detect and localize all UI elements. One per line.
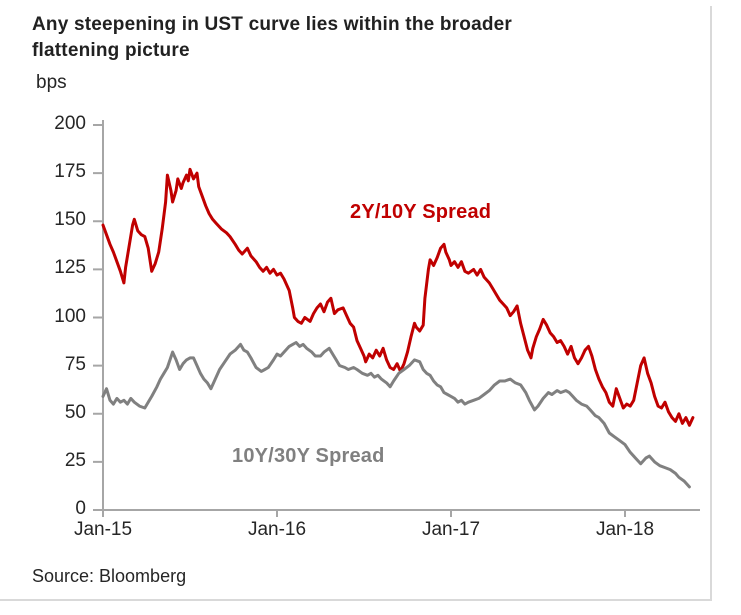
x-axis-tick-label: Jan-15 [73,519,133,540]
y-axis-tick-label: 125 [54,257,86,279]
series-line-10y30y-spread [101,341,691,489]
y-axis-tick-label: 200 [54,113,86,134]
chart-title-line2: flattening picture [32,40,190,61]
source-attribution: Source: Bloomberg [32,566,187,586]
x-axis-tick-label: Jan-16 [247,519,307,540]
y-axis-unit-label: bps [36,72,67,93]
y-axis-tick-label: 25 [64,449,86,471]
frame-border-bottom [0,599,712,601]
chart-title-line1: Any steepening in UST curve lies within … [32,14,513,35]
y-axis-tick-label: 150 [54,209,86,231]
x-axis-tick-label: Jan-18 [595,519,655,540]
y-axis-tick-label: 0 [75,498,86,519]
y-axis-tick-label: 100 [54,305,86,327]
series-line-2y10y-spread [101,167,695,427]
frame-border-right [710,6,712,601]
x-axis-tick-label: Jan-17 [421,519,481,540]
series-label-2y10y-spread: 2Y/10Y Spread [350,201,492,223]
y-axis-tick-label: 50 [64,401,86,423]
chart-title: Any steepening in UST curve lies within … [32,12,672,64]
series-label-10y30y-spread: 10Y/30Y Spread [232,445,385,467]
y-axis-tick-label: 75 [64,353,86,375]
y-axis-tick-label: 175 [54,161,86,183]
